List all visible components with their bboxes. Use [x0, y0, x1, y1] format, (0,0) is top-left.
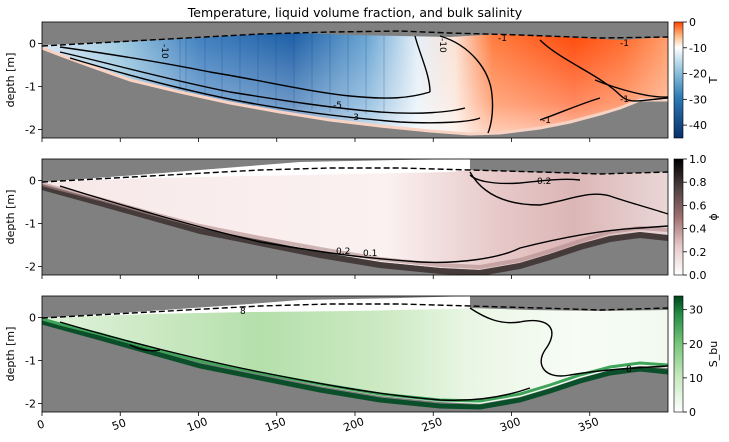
contour-label: -5 [333, 101, 342, 111]
colorbar-tick-label: -10 [689, 42, 707, 55]
streak-texture [179, 33, 385, 114]
contour-label: 0.1 [363, 249, 377, 259]
y-tick-label: -1 [25, 354, 36, 367]
x-tick-label: 250 [420, 415, 444, 434]
contour-label: -1 [542, 116, 551, 126]
contour-label: 0.2 [537, 177, 551, 187]
colorbar-tick-label: 0.6 [689, 199, 707, 212]
contour-label: -1 [620, 39, 629, 49]
brine-rim [42, 184, 668, 275]
colorbar-tick-label: -30 [689, 93, 707, 106]
ice-bottom-warming [42, 33, 668, 134]
chart-title: Temperature, liquid volume fraction, and… [187, 5, 523, 20]
colorbar-tick-label: 0.0 [689, 269, 707, 282]
colorbar-tick-label: -40 [689, 119, 707, 132]
contour-label: -10 [437, 38, 447, 53]
colorbar-tick-label: 0 [689, 16, 696, 29]
ice-liquid-fraction-field [42, 170, 668, 270]
y-axis-label: depth [m] [4, 190, 17, 245]
x-tick-label: 300 [498, 415, 522, 434]
ice-base-rim [42, 46, 668, 136]
surface-line [42, 30, 668, 47]
colorbar-tick-label: 30 [689, 304, 703, 317]
x-tick-label: 200 [342, 415, 366, 434]
contour-label: -3 [350, 113, 359, 123]
x-tick-label: 0 [35, 417, 46, 432]
y-tick-label: 0 [29, 311, 36, 324]
y-tick-label: 0 [29, 37, 36, 50]
surface-line [42, 303, 668, 319]
contour-label: -1 [620, 95, 629, 105]
colorbar-axes-layer: 0 -10 -20 -30 -40 0.0 0.2 0.4 0.6 0.8 1.0 0 10 20 30 [683, 16, 707, 419]
liquid-fraction-contours [59, 171, 668, 264]
colorbar-label: T [707, 76, 720, 84]
colorbar-tick-label: 10 [689, 372, 703, 385]
colorbar-tick-label: 0 [689, 406, 696, 419]
contour-label: 8 [626, 365, 632, 375]
salinity-contours [59, 307, 668, 402]
colorbar-liquid-fraction [673, 158, 684, 276]
y-tick-label: -2 [25, 123, 36, 136]
panel-salinity: 8 8 [42, 296, 668, 412]
y-tick-label: -1 [25, 80, 36, 93]
x-tick-label: 50 [110, 416, 128, 433]
contour-label: 0.2 [336, 247, 350, 257]
x-tick-label: 100 [185, 415, 209, 434]
colorbar-tick-label: 20 [689, 338, 703, 351]
colorbar-tick-label: 1.0 [689, 153, 707, 166]
x-tick-label: 150 [263, 415, 287, 434]
contour-label: -1 [498, 34, 507, 44]
temperature-contours [59, 35, 668, 134]
salty-base-rim [42, 319, 668, 410]
x-tick-label: 350 [576, 415, 600, 434]
colorbar-tick-label: 0.4 [689, 223, 707, 236]
y-tick-label: -1 [25, 217, 36, 230]
ice-salinity-field [42, 308, 668, 404]
contour-label: -10 [159, 44, 169, 59]
contour-label: 8 [240, 307, 246, 317]
colorbar-label: S_bu [707, 341, 720, 367]
colorbar-tick-label: 0.2 [689, 246, 707, 259]
surface-line [42, 167, 668, 183]
y-tick-label: 0 [29, 174, 36, 187]
colorbar-tick-label: 0.8 [689, 176, 707, 189]
colorbar-salinity [673, 295, 684, 413]
y-axis-label: depth [m] [4, 53, 17, 108]
colorbar-label: ϕ [707, 213, 720, 220]
colorbar-tick-label: -20 [689, 68, 707, 81]
panel-liquid-fraction: 0.2 0.1 0.2 [42, 159, 668, 275]
y-tick-label: -2 [25, 260, 36, 273]
y-tick-label: -2 [25, 397, 36, 410]
y-axis-label: depth [m] [4, 327, 17, 382]
colorbar-temperature [673, 21, 684, 139]
panel-temperature: -5 -3 -1 -1 -1 -1 -10 -10 [42, 22, 668, 138]
